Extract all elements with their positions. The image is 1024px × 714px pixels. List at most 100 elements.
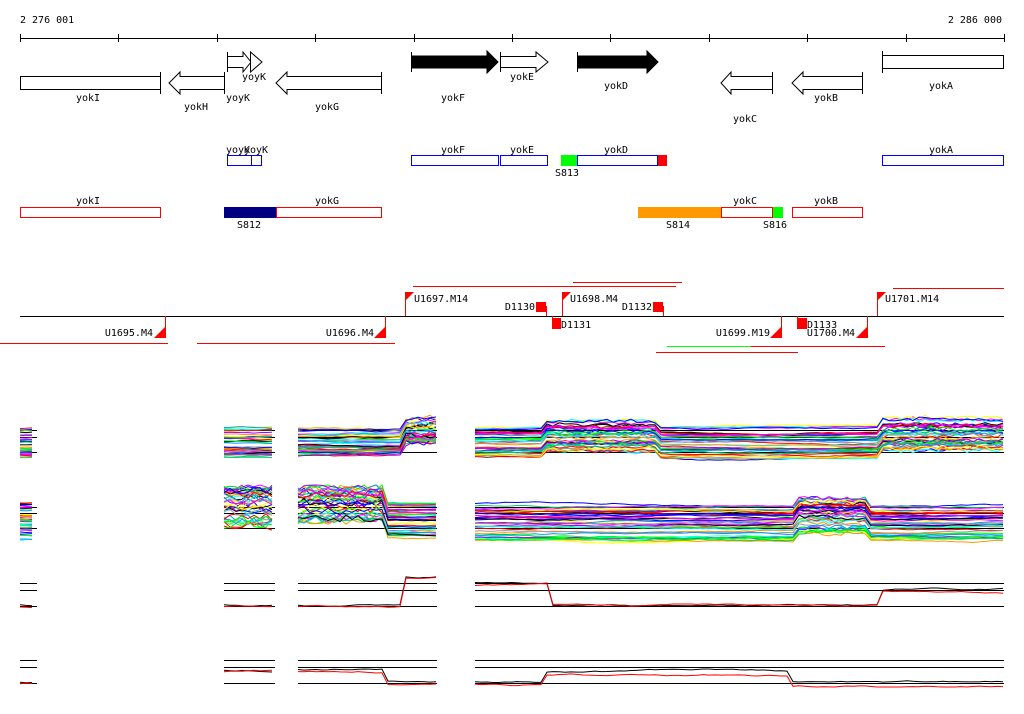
fwd-gene-yokF[interactable] [411, 155, 499, 166]
expression-series-line [19, 517, 32, 520]
fwd-gene-yokA[interactable] [882, 155, 1004, 166]
expression-series-line [223, 513, 273, 521]
expression-series-line [474, 496, 1004, 510]
expression-series-line [297, 420, 437, 437]
expression-series-line [223, 442, 273, 444]
expression-series-line [19, 506, 33, 509]
gene-yokC[interactable] [720, 70, 773, 96]
expression-series-line [297, 429, 437, 444]
gene-label: yokI [76, 93, 100, 104]
expression-series-line [19, 441, 33, 443]
expression-profiles [19, 414, 1004, 688]
gene-yokE[interactable] [500, 50, 549, 74]
tu-label[interactable]: U1695.M4 [105, 328, 153, 339]
expression-series-line [474, 439, 1004, 455]
rev-gene-yokI[interactable] [20, 207, 161, 218]
expression-series-line [223, 486, 273, 494]
rev-gene-label: yokC [733, 196, 757, 207]
gene-label: yokD [604, 81, 628, 92]
expression-series-line [297, 422, 437, 439]
expression-series-line [474, 508, 1004, 522]
expression-series-line [297, 433, 437, 451]
expression-row-4 [19, 660, 1004, 688]
expression-series-line [223, 428, 273, 432]
expression-series-line [19, 429, 33, 431]
gene-yokG[interactable] [275, 70, 382, 96]
expression-series-line [19, 606, 33, 609]
gene-yokA[interactable] [882, 51, 1004, 73]
expression-series-line [224, 490, 273, 499]
tu-promoter-icon [877, 292, 886, 301]
tu-label[interactable]: U1696.M4 [326, 328, 374, 339]
gene-yokB[interactable] [791, 70, 863, 96]
tu-label[interactable]: U1701.M14 [885, 294, 939, 305]
fwd-gene-yoyK-1[interactable] [227, 155, 252, 166]
tu-label[interactable]: U1700.M4 [807, 328, 855, 339]
expression-series-line [297, 491, 437, 514]
fwd-gene-yoyK-2[interactable] [251, 155, 262, 166]
gene-label: yokH [184, 102, 208, 113]
gene-yoyK-2[interactable] [250, 50, 263, 74]
fwd-gene-yokE[interactable] [500, 155, 548, 166]
expression-row-2 [19, 484, 1004, 544]
expression-series-line [474, 512, 1003, 526]
expression-series-line [297, 498, 437, 522]
tu-label[interactable]: U1699.M19 [716, 328, 770, 339]
expression-series-line [19, 451, 33, 453]
expression-series-line [297, 432, 437, 448]
downstream-label: D1132 [622, 302, 652, 313]
expression-series-line [297, 576, 437, 607]
expression-series-line [19, 523, 33, 526]
expression-series-line [474, 444, 1004, 459]
downstream-block-D1130[interactable] [536, 302, 546, 312]
tu-label[interactable]: U1697.M14 [414, 294, 468, 305]
expression-series-line [19, 446, 33, 449]
expression-series-line [474, 496, 1004, 510]
downstream-block-D1131[interactable] [552, 318, 561, 329]
tu-label[interactable]: U1698.M4 [570, 294, 618, 305]
expression-series-line [223, 453, 273, 456]
gene-label: yokG [315, 102, 339, 113]
segment-s813[interactable] [561, 155, 577, 166]
expression-series-line [474, 416, 1004, 431]
expression-series-line [474, 526, 1004, 540]
expression-series-line [297, 416, 437, 431]
tu-promoter-icon [562, 292, 571, 301]
downstream-block-D1133[interactable] [797, 318, 807, 329]
expression-series-line [223, 669, 273, 673]
downstream-label: D1133 [807, 320, 837, 331]
expression-series-line [474, 581, 1004, 607]
fwd-gene-yokD[interactable] [577, 155, 658, 166]
segment-s814[interactable] [638, 207, 721, 218]
expression-series-line [223, 514, 273, 523]
rev-gene-yokG[interactable] [276, 207, 382, 218]
expression-series-line [19, 509, 33, 512]
gene-yokI[interactable] [20, 72, 161, 94]
rev-gene-label: yokB [814, 196, 838, 207]
rev-gene-yokC[interactable] [721, 207, 773, 218]
expression-series-line [223, 493, 273, 503]
downstream-label: D1131 [561, 320, 591, 331]
fwd-gene-label: yokD [604, 145, 628, 156]
rev-gene-yokB[interactable] [792, 207, 863, 218]
gene-yokD[interactable] [577, 49, 659, 75]
expression-series-line [19, 604, 33, 607]
downstream-block-D1132[interactable] [653, 302, 663, 312]
expression-series-line [474, 428, 1004, 441]
expression-series-line [223, 498, 273, 505]
terminator-block[interactable] [657, 155, 667, 166]
segment-s812[interactable] [224, 207, 276, 218]
segment-label: S814 [666, 220, 690, 231]
expression-series-line [223, 426, 273, 429]
segment-s816[interactable] [772, 207, 783, 218]
tu-terminator-icon [374, 327, 385, 338]
expression-series-line [474, 528, 1004, 542]
gene-yokH[interactable] [168, 70, 225, 96]
expression-series-line [19, 519, 33, 522]
gene-yokF[interactable] [411, 49, 499, 75]
expression-series-line [223, 490, 273, 497]
gene-label: yokF [441, 93, 465, 104]
rev-gene-label: yokI [76, 196, 100, 207]
forward-strand-track: yoyK yoyK yokF yokE yokD yokA S813 [226, 145, 1004, 179]
gene-yoyK-1[interactable] [227, 50, 252, 74]
